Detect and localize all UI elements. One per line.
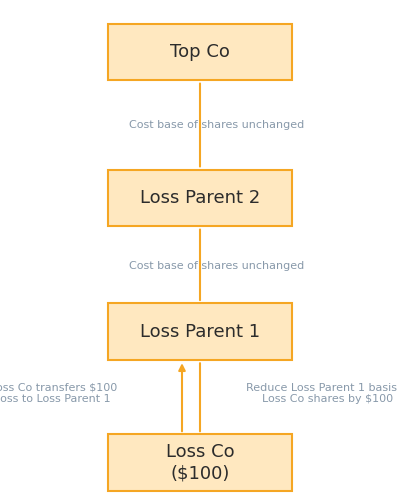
Text: Loss Parent 2: Loss Parent 2 [140,189,260,207]
Text: Cost base of shares unchanged: Cost base of shares unchanged [129,261,304,271]
Text: Loss Co transfers $100
loss to Loss Parent 1: Loss Co transfers $100 loss to Loss Pare… [0,383,118,404]
Text: Reduce Loss Parent 1 basis in
Loss Co shares by $100: Reduce Loss Parent 1 basis in Loss Co sh… [246,383,400,404]
FancyBboxPatch shape [108,23,292,80]
Text: Top Co: Top Co [170,43,230,61]
FancyBboxPatch shape [108,169,292,227]
FancyBboxPatch shape [108,303,292,360]
Text: Loss Parent 1: Loss Parent 1 [140,323,260,341]
Text: Cost base of shares unchanged: Cost base of shares unchanged [129,120,304,130]
FancyBboxPatch shape [108,435,292,491]
Text: Loss Co
($100): Loss Co ($100) [166,444,234,482]
